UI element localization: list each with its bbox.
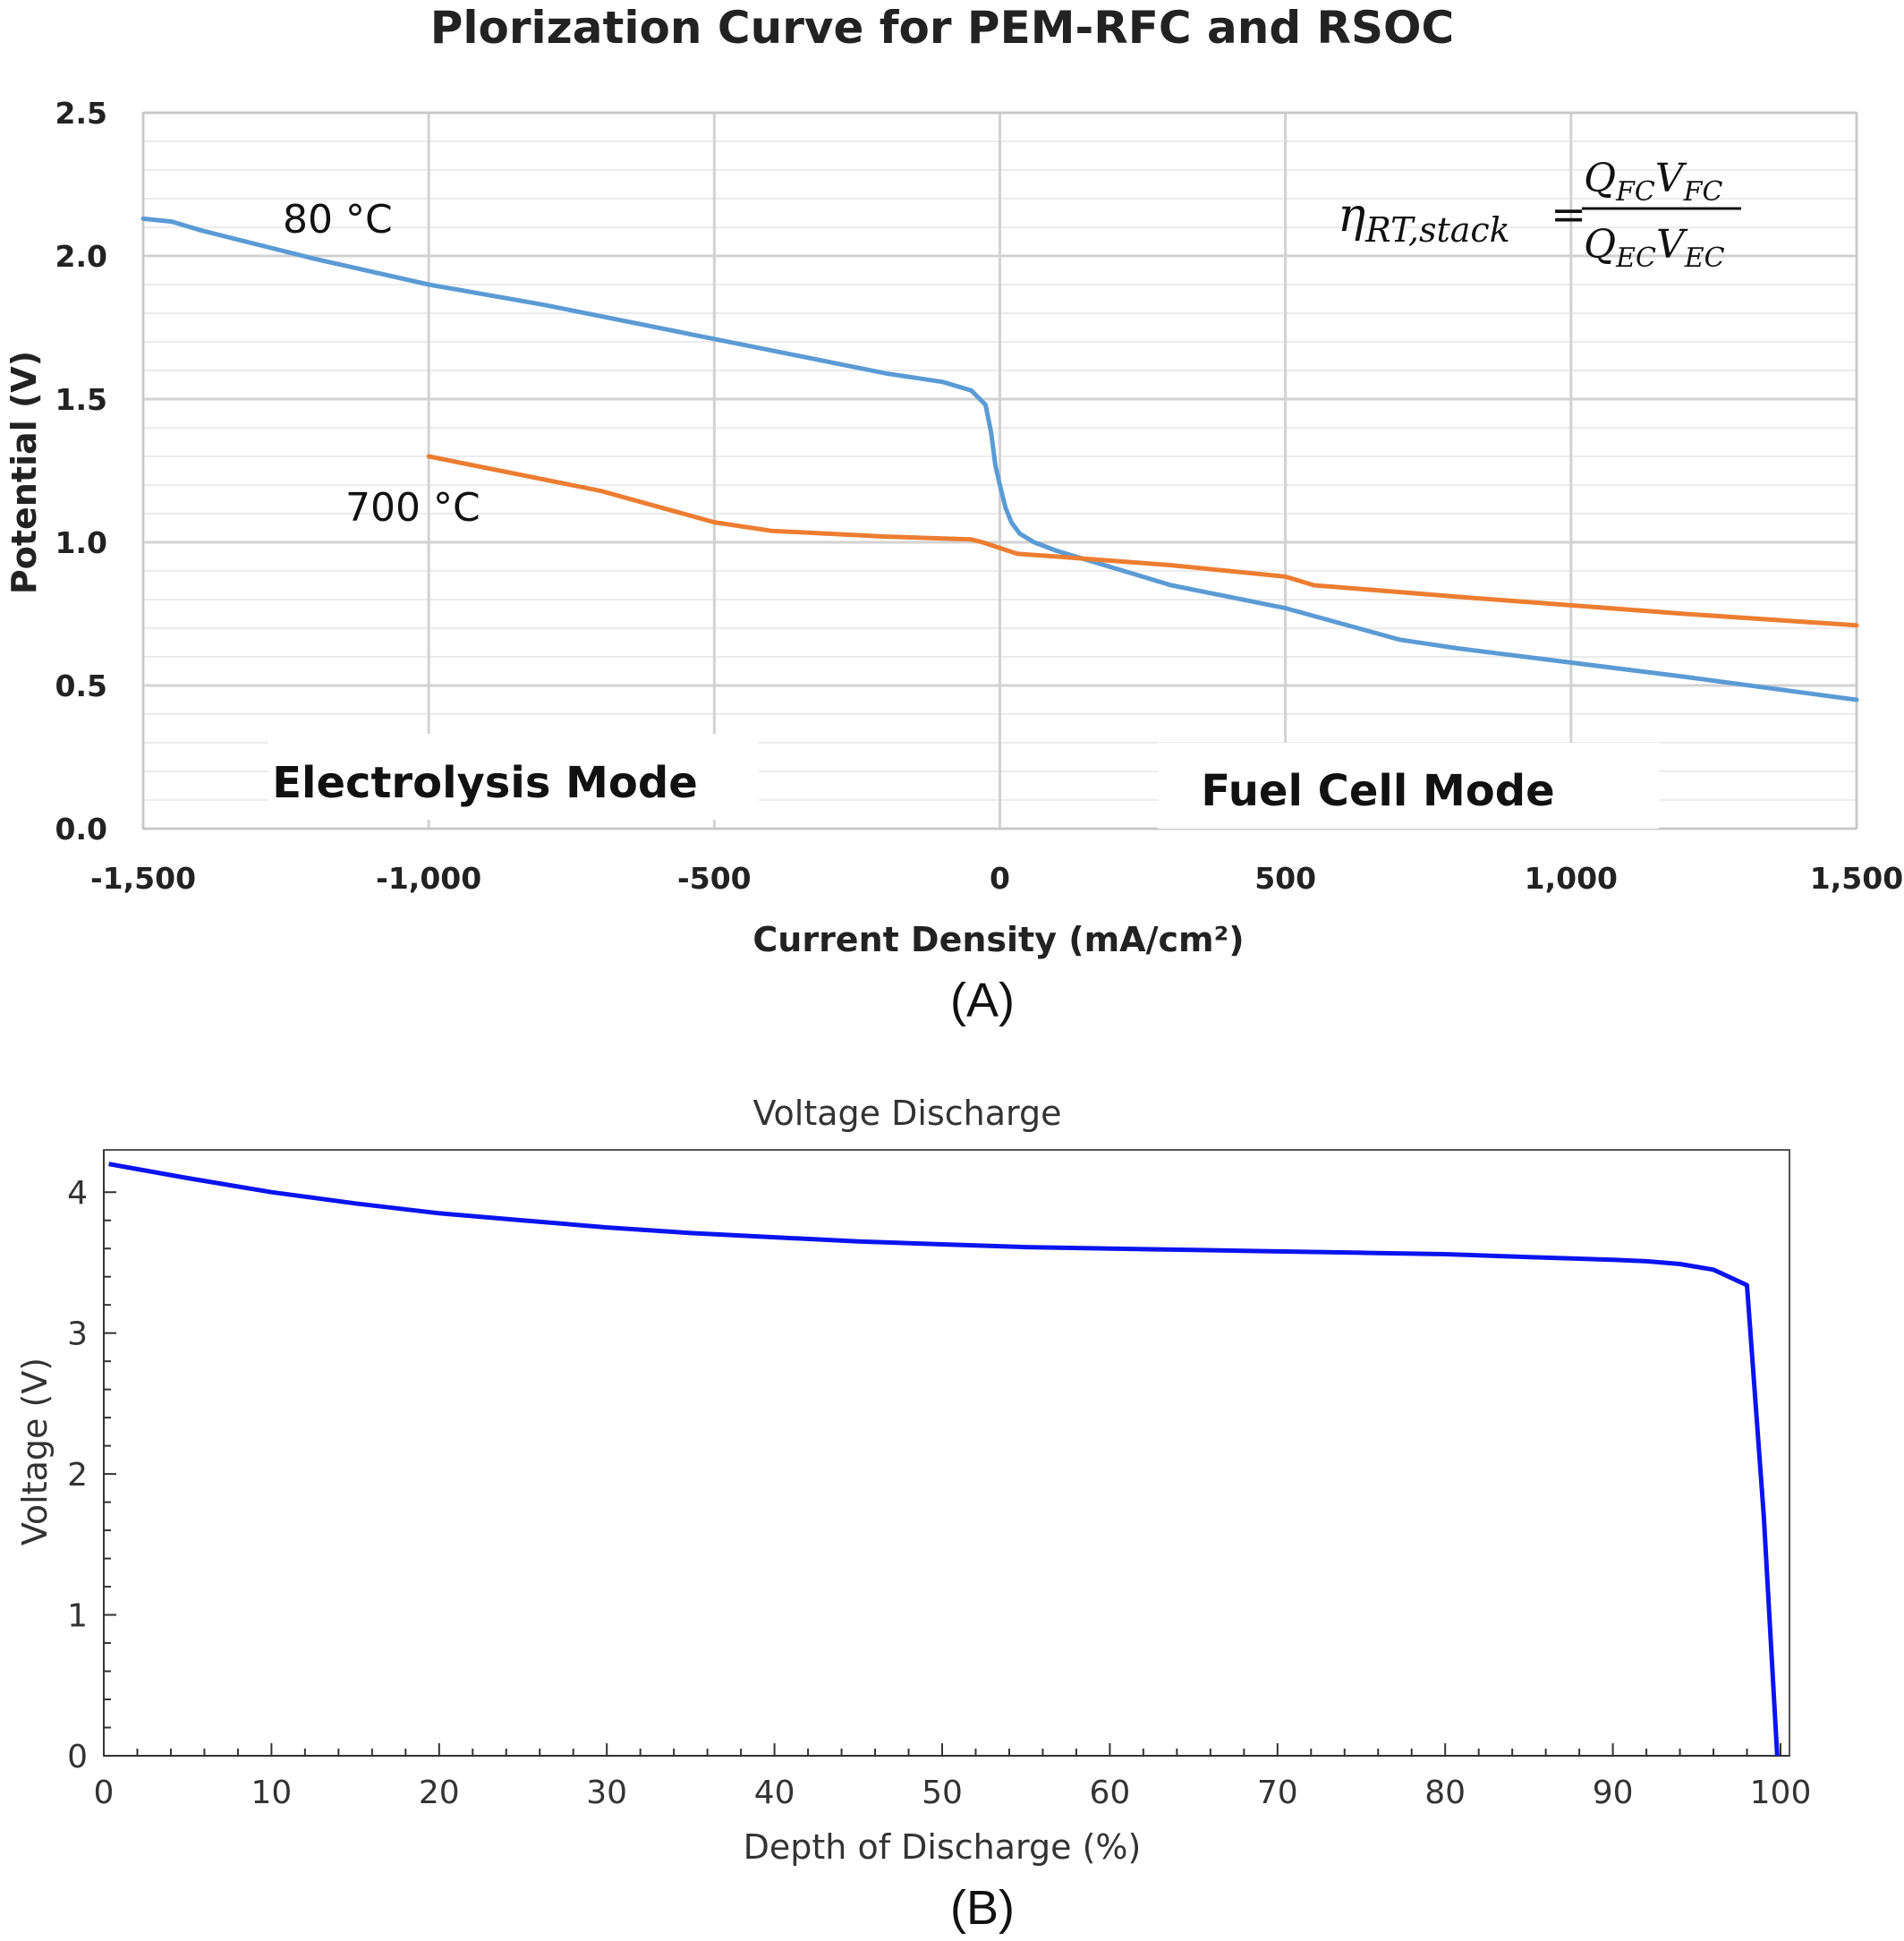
chart-b-series-lines — [108, 1162, 1780, 1757]
chart-a-y-axis-label: Potential (V) — [4, 351, 44, 594]
panel-label-b: (B) — [950, 1881, 1015, 1935]
chart-b-x-tick-label: 70 — [1257, 1775, 1298, 1811]
svg-text:QECVEC: QECVEC — [1584, 222, 1725, 274]
chart-b-x-axis-label: Depth of Discharge (%) — [744, 1827, 1142, 1867]
chart-a-x-tick-label: 1,000 — [1525, 861, 1618, 896]
eq-equals: = — [1551, 190, 1586, 240]
round-trip-efficiency-equation: ηRT,stack = QFCVFC QECVEC — [1338, 156, 1741, 274]
chart-b-x-tick-label: 40 — [754, 1775, 795, 1811]
chart-b-x-tick-label: 20 — [419, 1775, 460, 1811]
chart-b-y-axis-label: Voltage (V) — [15, 1358, 55, 1545]
chart-b-x-tick-labels: 0 10 20 30 40 50 60 70 80 90 100 — [94, 1775, 1812, 1811]
chart-a-y-tick-label: 2.5 — [55, 96, 107, 131]
eq-den-q: Q — [1584, 222, 1616, 268]
chart-a-x-tick-label: 500 — [1254, 861, 1316, 896]
chart-b-axes — [103, 1150, 1789, 1757]
chart-b-x-tick-label: 60 — [1089, 1775, 1130, 1811]
chart-a-plot-frame — [142, 112, 1857, 830]
chart-a-x-tick-label: -1,500 — [90, 861, 196, 896]
eq-den-v: V — [1656, 222, 1688, 268]
chart-b-y-tick-label: 3 — [67, 1316, 88, 1353]
panel-label-a: (A) — [950, 974, 1015, 1027]
series-label-700c: 700 °C — [345, 485, 480, 531]
eq-num-v: V — [1655, 156, 1687, 201]
chart-a-x-tick-label: 0 — [990, 861, 1010, 896]
voltage-discharge-chart: Voltage Discharge 0 1 2 3 4 0 10 20 30 40 50 60 70 8… — [15, 1094, 1811, 1935]
chart-a-series-line-1 — [426, 454, 1859, 628]
chart-a-series-line-0 — [140, 216, 1859, 702]
fuel-cell-mode-label: Fuel Cell Mode — [1201, 766, 1554, 816]
chart-b-x-tick-label: 90 — [1593, 1775, 1634, 1811]
chart-b-x-tick-label: 100 — [1750, 1775, 1812, 1811]
chart-a-y-tick-label: 1.0 — [55, 525, 107, 560]
chart-a-x-tick-labels: -1,500 -1,000 -500 0 500 1,000 1,500 — [90, 861, 1903, 896]
chart-a-x-tick-label: -500 — [677, 861, 752, 896]
chart-b-y-tick-labels: 0 1 2 3 4 — [67, 1175, 88, 1775]
eq-eta-subscript: RT,stack — [1364, 210, 1510, 250]
chart-b-plot-frame — [103, 1149, 1790, 1757]
chart-a-y-tick-label: 0.0 — [55, 812, 107, 847]
chart-a-y-tick-labels: 0.0 0.5 1.0 1.5 2.0 2.5 — [55, 96, 107, 847]
svg-text:QFCVFC: QFCVFC — [1584, 156, 1722, 208]
eq-num-q-subscript: FC — [1615, 176, 1655, 208]
eq-num-v-subscript: FC — [1683, 176, 1723, 208]
chart-a-y-tick-label: 0.5 — [55, 668, 107, 703]
eq-den-q-subscript: EC — [1615, 243, 1656, 274]
chart-a-series-lines — [140, 216, 1859, 702]
chart-a-major-gridlines — [141, 111, 1858, 830]
chart-b-x-tick-label: 50 — [922, 1775, 963, 1811]
chart-b-y-tick-label: 1 — [67, 1598, 88, 1635]
chart-b-x-tick-label: 80 — [1424, 1775, 1466, 1811]
chart-b-series-line-0 — [108, 1162, 1780, 1757]
series-label-80c: 80 °C — [283, 197, 393, 243]
fuel-cell-mode-box — [1158, 743, 1659, 829]
chart-b-title: Voltage Discharge — [753, 1094, 1062, 1133]
eq-num-q: Q — [1584, 156, 1616, 201]
chart-a-y-tick-label: 2.0 — [55, 239, 107, 274]
chart-b-y-tick-label: 0 — [67, 1739, 88, 1775]
electrolysis-mode-box — [268, 734, 759, 820]
chart-a-x-tick-label: 1,500 — [1810, 861, 1903, 896]
chart-b-x-tick-label: 30 — [586, 1775, 627, 1811]
chart-a-y-tick-label: 1.5 — [55, 382, 107, 417]
electrolysis-mode-label: Electrolysis Mode — [272, 758, 698, 808]
chart-a-title: Plorization Curve for PEM-RFC and RSOC — [430, 2, 1455, 54]
eq-eta: η — [1338, 189, 1365, 243]
chart-b-x-tick-label: 0 — [94, 1775, 115, 1811]
chart-a-x-axis-label: Current Density (mA/cm²) — [752, 920, 1244, 959]
chart-b-y-tick-label: 2 — [67, 1457, 88, 1494]
chart-a-x-tick-label: -1,000 — [376, 861, 481, 896]
chart-b-y-tick-label: 4 — [67, 1175, 88, 1212]
eq-den-v-subscript: EC — [1684, 243, 1725, 274]
svg-text:ηRT,stack: ηRT,stack — [1338, 189, 1510, 250]
polarization-chart: Plorization Curve for PEM-RFC and RSOC 0… — [4, 2, 1903, 1027]
chart-b-x-tick-label: 10 — [251, 1775, 292, 1811]
